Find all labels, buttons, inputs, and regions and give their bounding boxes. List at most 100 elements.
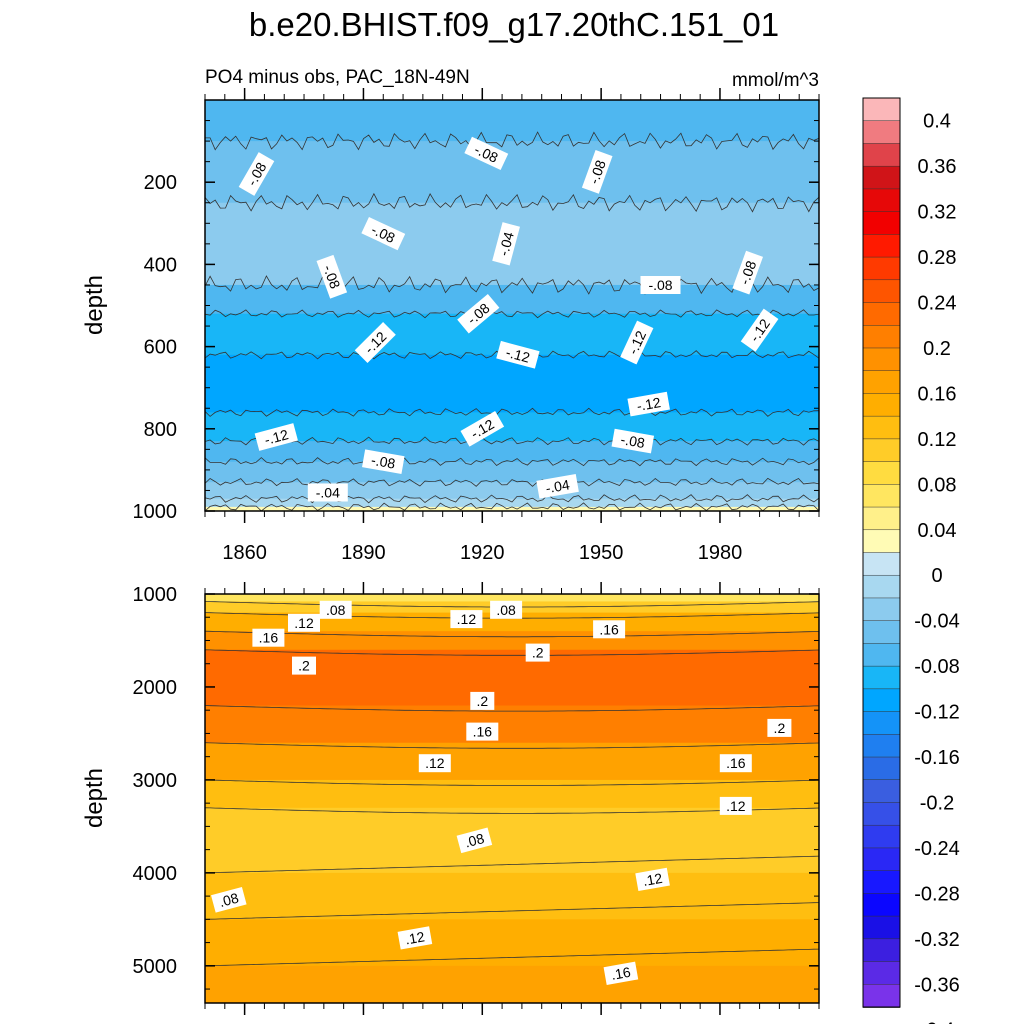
colorbar-swatch xyxy=(862,779,901,804)
contour-label-text: -.12 xyxy=(504,344,532,366)
contour-label-box xyxy=(593,620,626,639)
contour-label: -.08 xyxy=(362,449,405,475)
colorbar-swatch xyxy=(862,347,901,372)
colorbar-swatch xyxy=(862,597,901,622)
contour-label-box xyxy=(635,867,670,892)
upper-panel-contours xyxy=(205,131,819,511)
contour-label: -.08 xyxy=(640,276,681,294)
contour-label-box xyxy=(490,600,523,619)
contour-label-text: -.08 xyxy=(620,431,647,451)
lower-panel-contour-labels: .08 .12 .16 .12 .08 .16 .2 .2 .2 .16 .2 .12 .16 .12 .0… xyxy=(211,600,792,985)
contour-band xyxy=(205,594,819,603)
y-tick-label: 200 xyxy=(144,172,177,194)
contour-label-box xyxy=(361,216,406,251)
y-tick-label: 1000 xyxy=(133,501,178,523)
contour-label-text: .16 xyxy=(726,755,746,771)
upper-panel: -.08-.08-.08-.08 -.04-.08-.08-.08 -.08-.12… xyxy=(81,88,820,564)
colorbar-tick-label: 0.08 xyxy=(918,474,957,496)
contour-band xyxy=(205,141,819,204)
contour-label-text: .12 xyxy=(726,798,746,814)
contour-label-box xyxy=(457,293,500,334)
figure-title: b.e20.BHIST.f09_g17.20thC.151_01 xyxy=(249,6,779,43)
contour-label-box xyxy=(288,613,320,632)
contour-band xyxy=(205,779,819,809)
contour-label: .16 xyxy=(719,754,752,773)
colorbar-swatch xyxy=(862,665,901,690)
contour-label-box xyxy=(767,718,792,737)
contour-label-box xyxy=(254,423,298,451)
y-tick-label: 4000 xyxy=(133,863,178,885)
contour-label-text: -.12 xyxy=(635,394,662,414)
contour-band xyxy=(205,705,819,744)
colorbar-tick-label: 0.24 xyxy=(918,293,957,315)
colorbar-swatch xyxy=(862,211,901,236)
contour-band xyxy=(205,506,819,511)
contour-line xyxy=(205,131,819,151)
contour-label-text: .16 xyxy=(599,621,619,637)
contour-label: .12 xyxy=(397,926,433,950)
contour-label: -.12 xyxy=(627,391,670,417)
contour-label-text: .2 xyxy=(298,658,310,674)
colorbar-swatch xyxy=(862,915,901,940)
contour-label: .12 xyxy=(635,867,670,892)
colorbar-swatch xyxy=(862,552,901,577)
contour-label: .12 xyxy=(418,754,451,773)
contour-label-box xyxy=(581,150,613,194)
contour-label: .08 xyxy=(211,886,247,913)
colorbar-swatch xyxy=(862,847,901,872)
contour-label: .16 xyxy=(593,620,626,639)
contour-label: .2 xyxy=(292,656,316,675)
contour-label: -.12 xyxy=(254,423,298,451)
contour-line xyxy=(205,902,819,920)
contour-band xyxy=(205,100,819,143)
contour-label-box xyxy=(464,136,509,171)
contour-label-text: -.08 xyxy=(648,277,672,293)
contour-label-box xyxy=(732,250,763,295)
y-tick-label: 3000 xyxy=(133,770,178,792)
contour-label-box xyxy=(307,483,348,502)
colorbar-swatch xyxy=(862,484,901,508)
contour-line xyxy=(205,275,819,295)
y-tick-label: 5000 xyxy=(133,956,178,978)
contour-band xyxy=(205,919,819,967)
colorbar-swatch xyxy=(862,143,901,168)
contour-line xyxy=(205,742,819,749)
contour-label: .16 xyxy=(603,961,639,985)
colorbar: 0.4 0.36 0.32 0.28 0.24 0.2 0.16 0.12 0.08 0.04 0 -… xyxy=(862,97,960,1029)
contour-label-text: .08 xyxy=(326,602,346,618)
contour-label-box xyxy=(627,391,670,417)
contour-label-box xyxy=(466,722,499,741)
contour-band xyxy=(205,482,819,500)
contour-label-box xyxy=(603,961,639,985)
upper-panel-axes: 200 400 600 800 1000 1860 1890 1920 1950 1980 xyxy=(133,88,820,564)
contour-label-box xyxy=(740,308,779,352)
y-tick-label: 800 xyxy=(144,419,177,441)
colorbar-swatch xyxy=(862,711,901,736)
colorbar-swatch xyxy=(862,438,901,463)
colorbar-swatch xyxy=(862,165,901,190)
colorbar-tick-label: 0.16 xyxy=(918,383,957,405)
contour-band xyxy=(205,461,819,484)
contour-label-text: .08 xyxy=(463,830,486,851)
colorbar-swatch xyxy=(862,824,901,849)
contour-band xyxy=(205,441,819,463)
y-tick-label: 1000 xyxy=(133,584,178,606)
contour-label-box xyxy=(719,796,752,815)
contour-label: -.08 xyxy=(611,428,655,454)
contour-label-text: .12 xyxy=(457,611,477,627)
x-tick-label: 1980 xyxy=(698,542,743,564)
contour-label: -.08 xyxy=(581,150,613,194)
upper-panel-fill xyxy=(205,100,819,511)
colorbar-tick-label: 0.12 xyxy=(918,429,957,451)
colorbar-swatch xyxy=(862,415,901,440)
contour-label-text: -.08 xyxy=(320,263,343,291)
y-tick-label: 2000 xyxy=(133,677,178,699)
lower-panel-frame xyxy=(204,593,820,1004)
contour-label-box xyxy=(536,473,579,499)
contour-label-text: -.04 xyxy=(495,230,517,258)
contour-label-text: .08 xyxy=(217,889,240,910)
colorbar-swatch xyxy=(862,756,901,781)
colorbar-tick-label: 0.04 xyxy=(918,520,957,542)
colorbar-swatch xyxy=(862,893,901,917)
colorbar-swatch xyxy=(862,961,901,986)
